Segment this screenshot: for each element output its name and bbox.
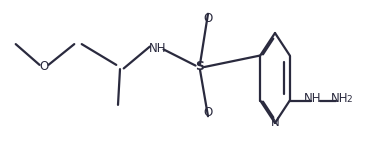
Text: NH: NH [304, 92, 321, 105]
Text: S: S [196, 60, 205, 73]
Text: O: O [203, 105, 213, 118]
Text: 2: 2 [346, 95, 352, 104]
Text: O: O [39, 60, 49, 73]
Text: N: N [270, 116, 279, 129]
Text: O: O [203, 12, 213, 25]
Text: NH: NH [330, 92, 348, 105]
Text: NH: NH [149, 41, 167, 55]
